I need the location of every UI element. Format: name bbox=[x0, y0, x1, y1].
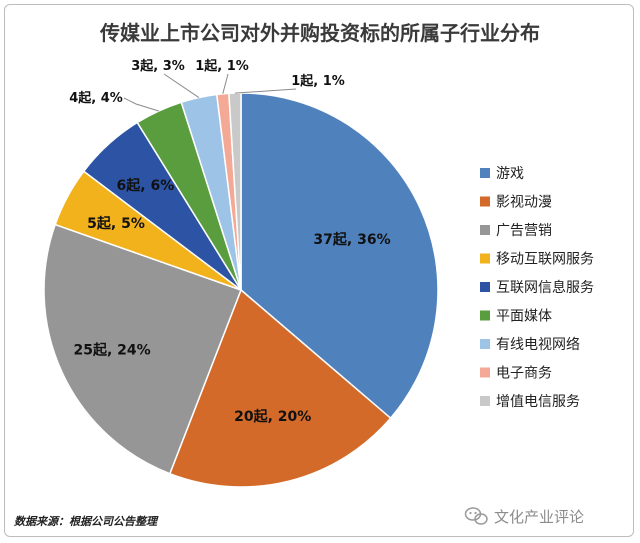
legend-label-7: 有线电视网络 bbox=[496, 337, 580, 353]
slice-label-6: 4起, 4% bbox=[69, 90, 123, 106]
slice-label-1: 37起, 36% bbox=[313, 231, 390, 248]
legend-label-9: 增值电信服务 bbox=[496, 394, 580, 410]
slice-label-2: 20起, 20% bbox=[234, 408, 311, 425]
legend-swatch-1 bbox=[480, 168, 490, 178]
legend-swatch-8 bbox=[480, 367, 490, 378]
source-note: 数据来源：根据公司公告整理 bbox=[14, 515, 159, 528]
slice-label-7: 3起, 3% bbox=[131, 58, 185, 74]
leader-line-8 bbox=[222, 73, 229, 94]
slice-label-8: 1起, 1% bbox=[195, 58, 249, 74]
slice-label-5: 6起, 6% bbox=[117, 177, 175, 194]
watermark: 文化产业评论 bbox=[464, 507, 584, 526]
legend-label-1: 游戏 bbox=[496, 166, 524, 182]
legend-label-5: 互联网信息服务 bbox=[496, 279, 594, 296]
chart-title: 传媒业上市公司对外并购投资标的所属子行业分布 bbox=[99, 21, 540, 45]
pie-slice-2 bbox=[168, 288, 392, 488]
leader-line-7 bbox=[163, 73, 200, 99]
slice-label-9: 1起, 1% bbox=[291, 73, 345, 89]
legend-swatch-3 bbox=[480, 225, 490, 235]
legend-swatch-9 bbox=[480, 396, 490, 406]
slice-label-4: 5起, 5% bbox=[87, 215, 145, 232]
legend-label-4: 移动互联网服务 bbox=[496, 252, 594, 268]
slice-label-3: 25起, 24% bbox=[74, 341, 151, 358]
pie-slice-1 bbox=[240, 92, 439, 420]
pie-slice-3 bbox=[43, 223, 242, 475]
legend-label-8: 电子商务 bbox=[496, 366, 552, 382]
leader-line-6 bbox=[123, 97, 159, 112]
leader-line-9 bbox=[234, 88, 297, 94]
legend-label-2: 影视动漫 bbox=[496, 195, 552, 211]
legend-swatch-5 bbox=[480, 282, 490, 292]
watermark-text: 文化产业评论 bbox=[494, 508, 584, 526]
wechat-icon bbox=[464, 507, 488, 525]
legend-swatch-4 bbox=[480, 253, 490, 264]
legend-label-3: 广告营销 bbox=[496, 223, 552, 239]
legend-swatch-2 bbox=[480, 196, 490, 207]
legend-label-6: 平面媒体 bbox=[496, 309, 552, 325]
legend-swatch-6 bbox=[480, 310, 490, 321]
legend-swatch-7 bbox=[480, 339, 490, 349]
